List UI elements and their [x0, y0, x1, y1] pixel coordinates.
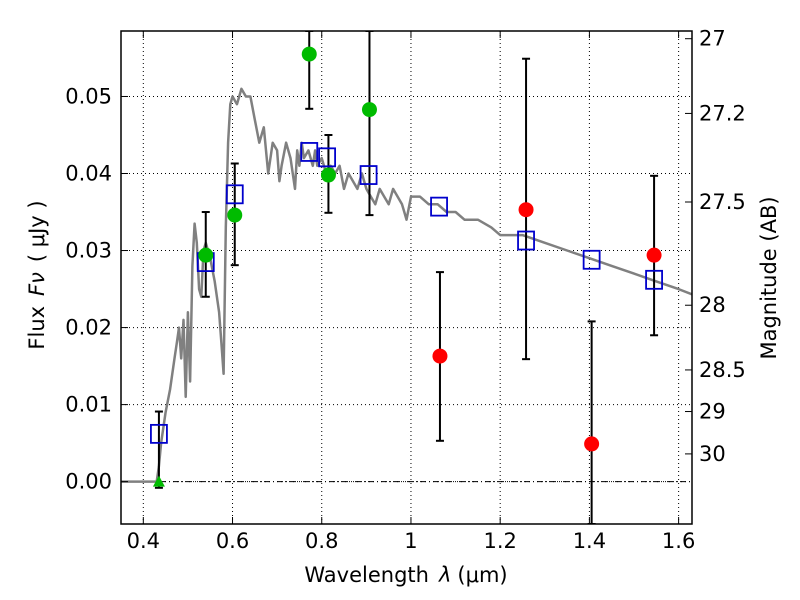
y-tick-label: 0.00 — [65, 470, 112, 494]
model-photometry-point — [150, 423, 168, 444]
model-photometry-point — [517, 230, 535, 251]
upper-limit-point — [432, 348, 448, 364]
model-photometry-point — [225, 184, 244, 205]
y-tick-label: 0.05 — [65, 84, 112, 108]
model-photometry-point — [645, 269, 663, 290]
detection-point — [320, 167, 336, 183]
plot-area — [121, 31, 692, 524]
model-photometry-point — [430, 196, 448, 217]
detection-point — [361, 102, 377, 118]
y2-tick-label: 27 — [699, 27, 726, 51]
plot-frame — [120, 30, 693, 525]
detection-point — [227, 207, 243, 223]
y2-tick-label: 30 — [699, 442, 726, 466]
y2-tick-label: 28 — [699, 293, 726, 317]
model-photometry-point — [300, 142, 319, 162]
y-tick-label: 0.04 — [65, 162, 112, 186]
x-tick-label: 0.4 — [127, 529, 160, 553]
y2-axis-label: Magnitude (AB) — [757, 196, 781, 359]
y2-tick-label: 28.5 — [699, 358, 746, 382]
model-spectrum-line — [121, 87, 692, 483]
y-axis-label: FluxFν( μJy ) — [25, 200, 49, 349]
detection-point — [198, 247, 214, 263]
x-tick-label: 1 — [404, 529, 417, 553]
detection-point — [301, 46, 317, 62]
axes-ticks: 0.4 0.6 0.8 1 1.2 1.4 1.6 0.00 0.01 0.02 0.03 0.04 0… — [65, 27, 746, 553]
y2-tick-label: 29 — [699, 400, 726, 424]
model-photometry-point — [318, 147, 336, 168]
model-photometry-point — [582, 249, 601, 270]
y-tick-label: 0.01 — [65, 393, 112, 417]
x-axis-label: Wavelength λ (μm) — [304, 563, 507, 587]
upper-limit-point — [646, 247, 662, 263]
y-tick-label: 0.02 — [65, 316, 112, 340]
triangle-marker — [152, 475, 165, 487]
y2-tick-label: 27.5 — [699, 190, 746, 214]
x-tick-label: 1.6 — [662, 529, 695, 553]
y-tick-label: 0.03 — [65, 239, 112, 263]
x-tick-label: 0.6 — [216, 529, 249, 553]
model-photometry-point — [359, 165, 378, 185]
upper-limit-point — [518, 202, 534, 218]
x-tick-label: 0.8 — [305, 529, 338, 553]
x-tick-label: 1.2 — [483, 529, 516, 553]
upper-limit-point — [584, 436, 600, 452]
x-tick-label: 1.4 — [573, 529, 606, 553]
y2-tick-label: 27.2 — [699, 101, 746, 125]
